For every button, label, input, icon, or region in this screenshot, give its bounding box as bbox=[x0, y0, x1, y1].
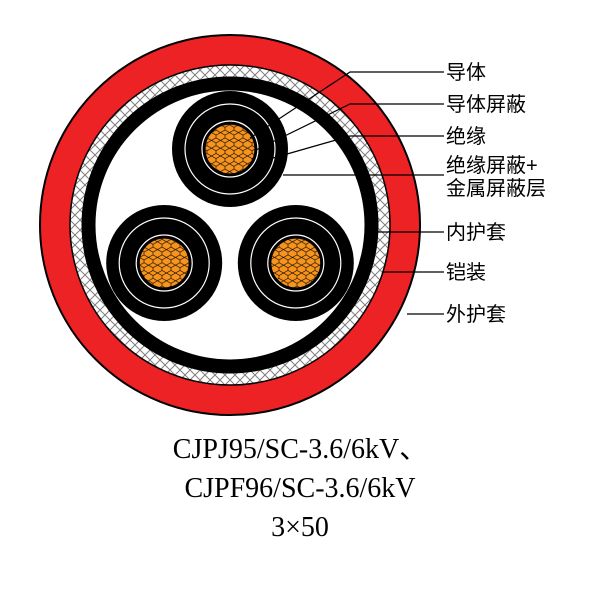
caption-line2: CJPF96/SC-3.6/6kV bbox=[0, 469, 600, 508]
caption-line1: CJPJ95/SC-3.6/6kV、 bbox=[0, 430, 600, 469]
core-right bbox=[238, 205, 354, 321]
cross-section-svg bbox=[0, 0, 600, 430]
label-inner-sheath: 内护套 bbox=[446, 222, 506, 245]
label-conductor-shield: 导体屏蔽 bbox=[446, 94, 526, 117]
label-conductor: 导体 bbox=[446, 62, 486, 85]
caption: CJPJ95/SC-3.6/6kV、 CJPF96/SC-3.6/6kV 3×5… bbox=[0, 430, 600, 548]
cable-cross-section: 导体 导体屏蔽 绝缘 绝缘屏蔽+ 金属屏蔽层 内护套 铠装 外护套 bbox=[0, 0, 600, 430]
label-insulation: 绝缘 bbox=[446, 126, 486, 149]
label-armor: 铠装 bbox=[446, 262, 486, 285]
label-outer-sheath: 外护套 bbox=[446, 304, 506, 327]
core-top bbox=[172, 91, 288, 207]
caption-line3: 3×50 bbox=[0, 508, 600, 547]
core-left bbox=[106, 205, 222, 321]
label-shield-layer: 绝缘屏蔽+ 金属屏蔽层 bbox=[446, 155, 546, 201]
